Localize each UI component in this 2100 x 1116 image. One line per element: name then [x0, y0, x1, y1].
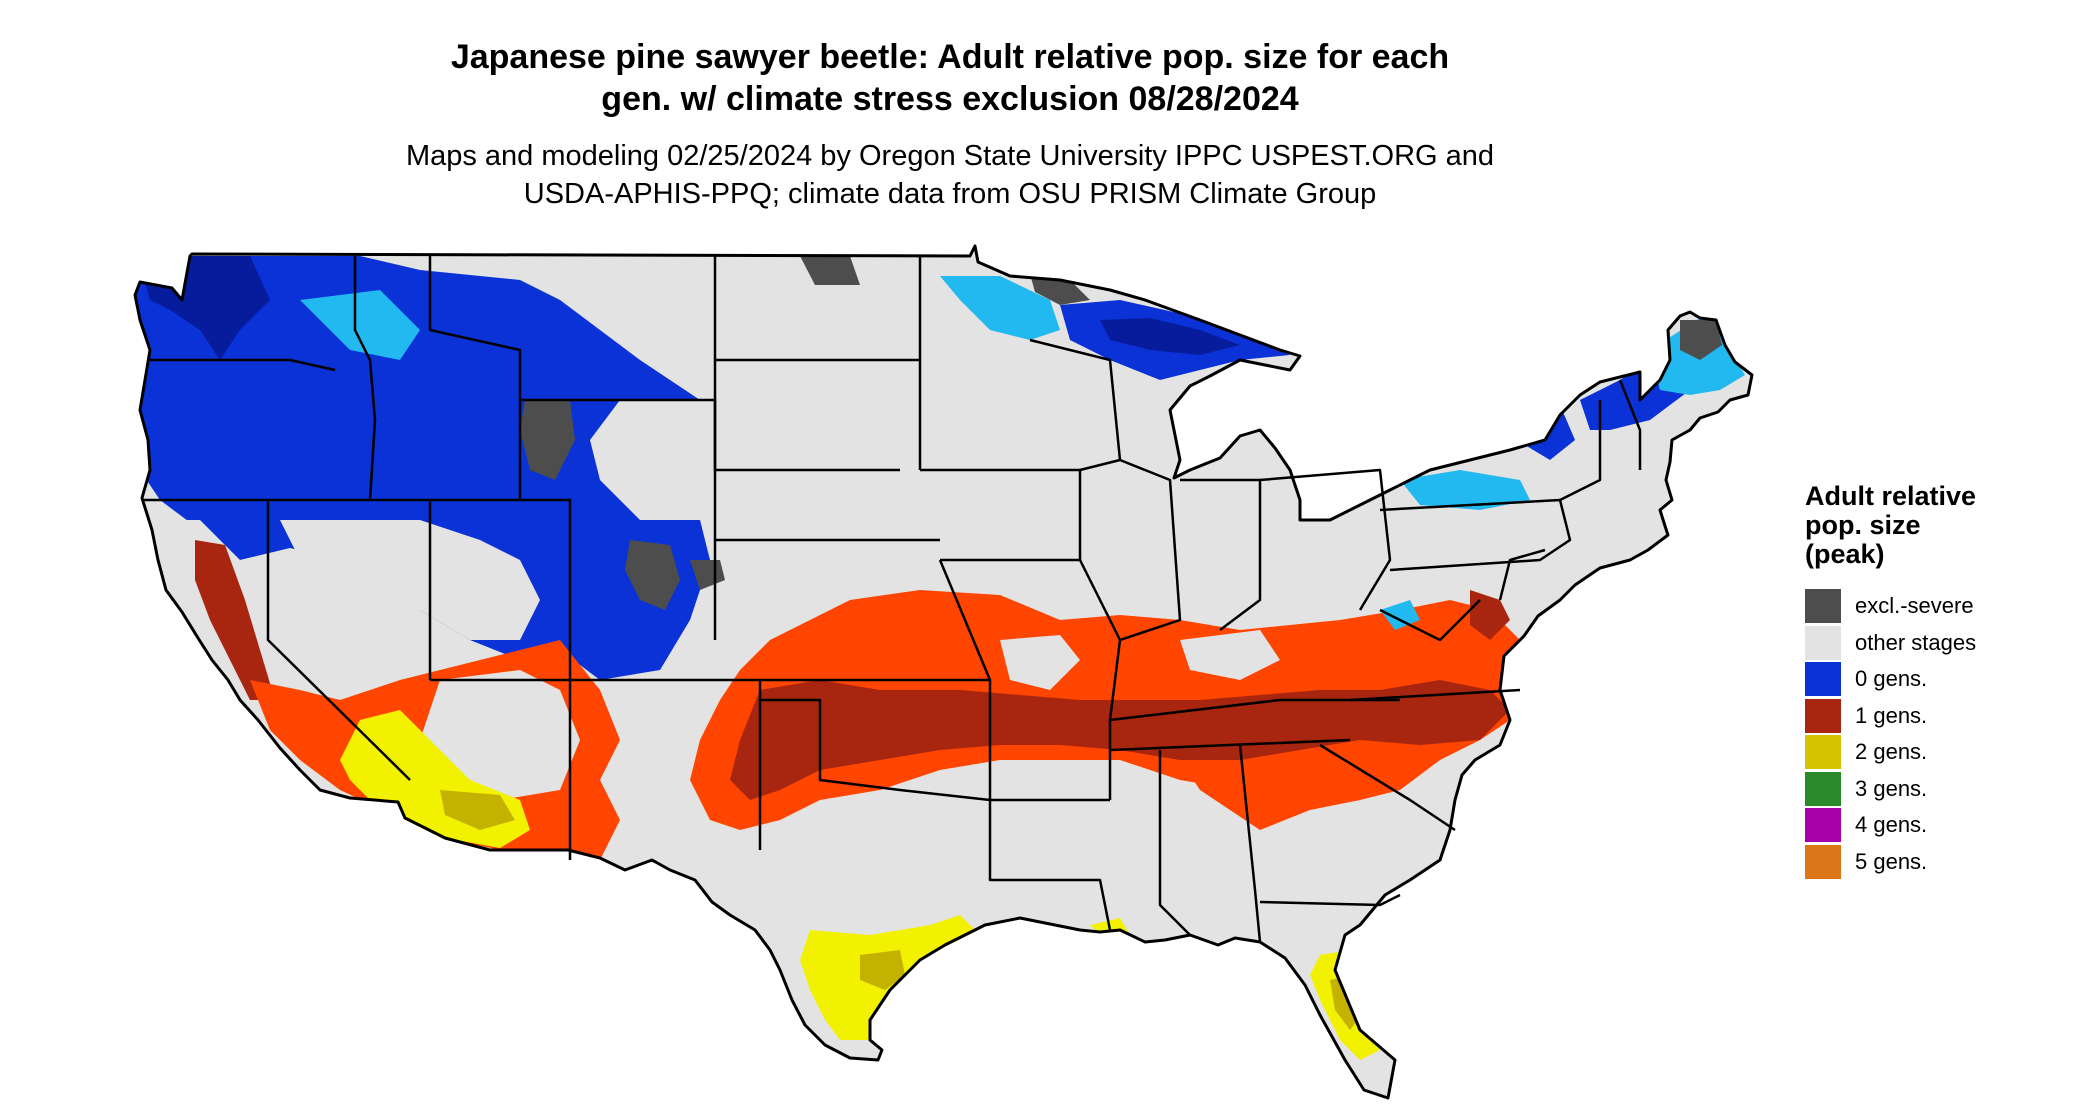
zone-1-gens-virginia	[1470, 590, 1510, 640]
us-map	[133, 244, 1754, 1100]
state-borders	[142, 256, 1642, 943]
legend-label: 3 gens.	[1855, 775, 1928, 801]
border-ohio-east	[1259, 468, 1392, 611]
legend-label: 1 gens.	[1855, 702, 1928, 728]
border-georgia-florida	[1259, 893, 1401, 907]
zone-excl-severe-minnesota	[1030, 274, 1090, 305]
legend-item: 0 gens.	[1805, 661, 2085, 698]
border-arkansas-louisiana	[988, 800, 1112, 931]
zone-2-gens-arizona-dense	[440, 790, 515, 830]
legend-item: 2 gens.	[1805, 734, 2085, 771]
border-mississippi-alabama	[1158, 750, 1191, 936]
border-north-carolina-virginia	[1349, 688, 1521, 702]
legend-title: Adult relative pop. size (peak)	[1805, 482, 2085, 569]
zone-excl-severe-maine	[1680, 320, 1722, 360]
zone-other-stages-arizona	[420, 670, 580, 800]
legend-label: 2 gens.	[1855, 739, 1928, 765]
legend-swatch	[1805, 662, 1841, 697]
border-oklahoma-panhandle	[760, 698, 991, 802]
zone-0-gens-appalachia-light	[1400, 470, 1530, 510]
zone-other-stages-great-basin	[280, 520, 540, 640]
border-indiana-ohio	[1180, 478, 1262, 631]
zone-1-gens-southeast	[1180, 760, 1360, 830]
zone-0-gens-michigan-light	[1210, 390, 1290, 430]
border-virginia-west-virginia	[1379, 599, 1481, 642]
zone-2-gens-texas-dense	[860, 950, 905, 990]
legend-label: 0 gens.	[1855, 666, 1928, 692]
border-utah-colorado	[430, 498, 572, 682]
legend: Adult relative pop. size (peak) excl.-se…	[1805, 482, 2085, 880]
legend-label: excl.-severe	[1855, 593, 1974, 619]
legend-label: other stages	[1855, 629, 1977, 655]
legend-items: excl.-severe other stages 0 gens. 1 gens. 2 …	[1805, 588, 2085, 880]
zone-other-stages-kansas-gap	[1000, 635, 1080, 690]
border-new-york-new-england	[1559, 400, 1602, 502]
zone-1-gens-sierra	[195, 540, 275, 700]
map-subtitle-line-1: Maps and modeling 02/25/2024 by Oregon S…	[405, 140, 1495, 172]
map-subtitle-line-2: USDA-APHIS-PPQ; climate data from OSU PR…	[523, 178, 1377, 210]
zone-1-gens-band-core	[730, 680, 1510, 800]
legend-label: 5 gens.	[1855, 848, 1928, 874]
border-idaho-wyoming	[370, 398, 717, 640]
border-wisconsin	[1029, 338, 1122, 472]
border-missouri	[938, 559, 1110, 802]
border-montana	[428, 256, 522, 400]
legend-item: 4 gens.	[1805, 807, 2085, 844]
legend-swatch	[1805, 735, 1841, 770]
border-idaho	[353, 256, 377, 501]
legend-title-line-2: pop. size	[1805, 510, 1921, 540]
legend-item: 3 gens.	[1805, 771, 2085, 808]
border-washington-oregon	[150, 358, 336, 372]
legend-title-line-1: Adult relative	[1805, 481, 1977, 511]
map-title-line-2: gen. w/ climate stress exclusion 08/28/2…	[601, 80, 1299, 118]
border-alabama-georgia	[1238, 744, 1262, 943]
legend-swatch	[1805, 808, 1841, 843]
legend-title-line-3: (peak)	[1805, 539, 1885, 569]
border-vermont-new-hampshire	[1618, 379, 1642, 470]
zone-excl-severe-colorado	[625, 540, 680, 610]
zone-0-gens-minnesota-light	[940, 276, 1060, 340]
legend-swatch	[1805, 625, 1841, 660]
map-title-line-1: Japanese pine sawyer beetle: Adult relat…	[450, 38, 1450, 76]
border-illinois	[1119, 458, 1182, 642]
border-missouri-east	[1078, 559, 1122, 800]
legend-item: 1 gens.	[1805, 698, 2085, 735]
legend-swatch	[1805, 698, 1841, 733]
border-dakotas	[713, 256, 900, 472]
legend-item: other stages	[1805, 625, 2085, 662]
zone-other-stages-missouri-gap	[1180, 630, 1280, 680]
zone-0-gens-pennsylvania-light	[1380, 600, 1420, 630]
legend-swatch	[1805, 844, 1841, 879]
legend-swatch	[1805, 771, 1841, 806]
legend-item: 5 gens.	[1805, 844, 2085, 881]
legend-label: 4 gens.	[1855, 812, 1928, 838]
border-pennsylvania	[1379, 498, 1572, 572]
zone-excl-severe-wyoming	[520, 400, 575, 480]
zone-excl-severe-north-dakota	[800, 256, 860, 285]
border-tennessee-south	[1109, 738, 1351, 752]
legend-item: excl.-severe	[1805, 588, 2085, 625]
border-iowa	[920, 468, 1082, 562]
map-title: Japanese pine sawyer beetle: Adult relat…	[0, 36, 1900, 120]
zone-0-gens-upper-michigan-deep	[1100, 318, 1240, 355]
border-nevada-west	[266, 500, 411, 781]
border-georgia-carolinas	[1319, 743, 1456, 832]
border-mid-atlantic	[1498, 548, 1546, 601]
legend-swatch	[1805, 589, 1841, 624]
zone-other-stages-wyoming	[590, 400, 740, 540]
map-subtitle: Maps and modeling 02/25/2024 by Oregon S…	[0, 137, 1900, 213]
zone-0-gens-northwest-light	[300, 290, 420, 360]
